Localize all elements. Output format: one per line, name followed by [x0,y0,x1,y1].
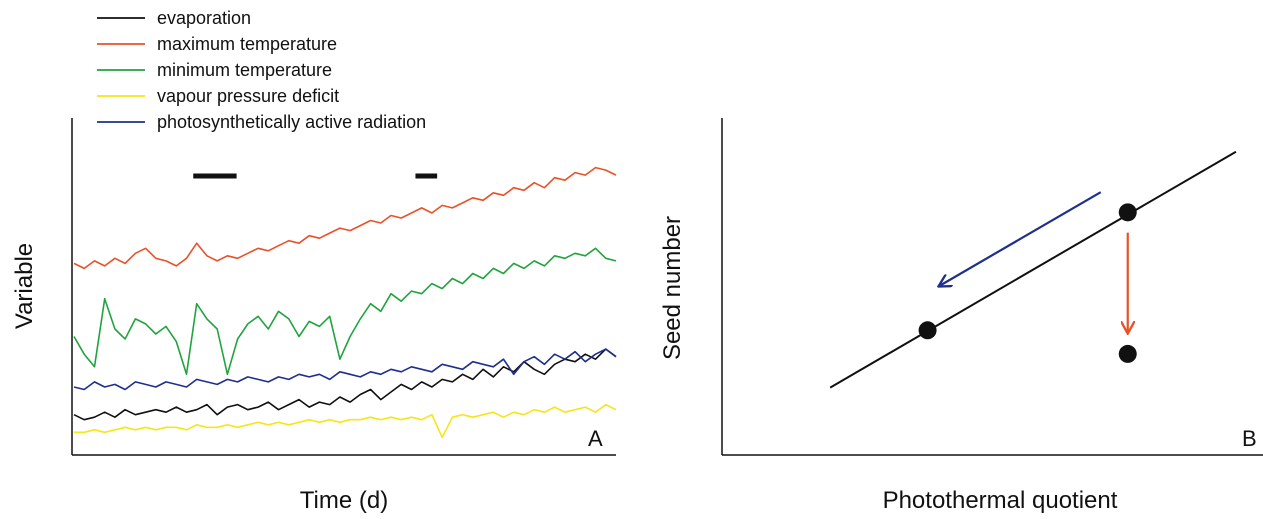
legend-label-4: photosynthetically active radiation [157,112,426,132]
y-axis-label-a: Variable [11,243,38,329]
legend-label-0: evaporation [157,8,251,28]
series-line-2 [73,247,617,376]
y-axis-label-b: Seed number [659,216,686,360]
x-axis-label-a: Time (d) [300,487,388,514]
arrow-0 [938,191,1102,286]
series-line-3 [74,403,617,439]
panel-label-b: B [1242,426,1257,451]
plot-b [829,150,1237,389]
legend-label-2: minimum temperature [157,60,332,80]
data-point-2 [1118,344,1137,363]
series-line-1 [73,166,617,270]
data-point-0 [918,321,937,340]
legend-label-1: maximum temperature [157,34,337,54]
trend-line [829,150,1237,389]
legend-label-3: vapour pressure deficit [157,86,339,106]
legend: evaporation maximum temperature minimum te… [97,8,426,132]
data-point-1 [1118,203,1137,222]
panel-label-a: A [588,426,603,451]
series-line-4 [73,348,617,391]
series-line-0 [73,348,617,421]
series-group-a [73,166,617,439]
panel-a: evaporation maximum temperature minimum te… [11,8,617,514]
x-axis-label-b: Photothermal quotient [883,487,1118,514]
panel-b: B Seed number Photothermal quotient [659,118,1263,514]
